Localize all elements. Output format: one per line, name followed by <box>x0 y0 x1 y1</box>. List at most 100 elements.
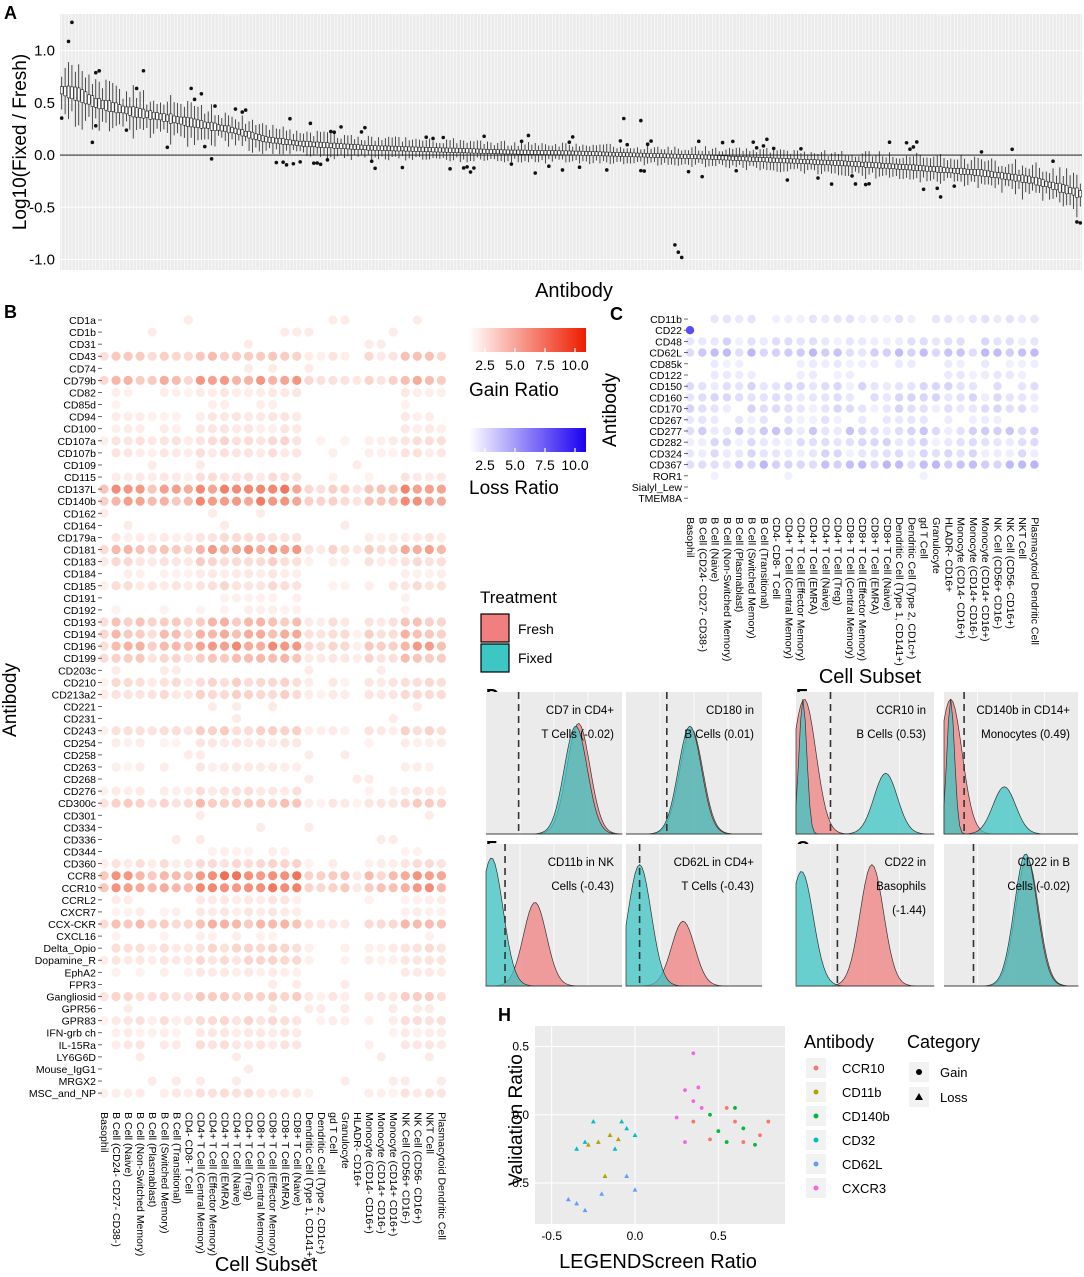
box-body <box>407 146 411 152</box>
heatmap-dot <box>376 557 386 567</box>
heatmap-dot <box>256 375 266 385</box>
heatmap-dot <box>207 738 218 748</box>
heatmap-dot <box>268 544 278 555</box>
heatmap-dot <box>400 605 410 615</box>
heatmap-dot <box>292 375 302 385</box>
heatmap-dot <box>292 726 302 736</box>
heatmap-dot <box>159 991 169 1002</box>
heatmap-dot <box>1030 426 1039 436</box>
scatter-point-gain <box>699 1106 704 1110</box>
heatmap-dot <box>207 641 218 651</box>
box-body <box>802 159 807 165</box>
box-body <box>1037 178 1042 186</box>
box-outlier <box>979 150 984 154</box>
heatmap-dot <box>195 569 205 579</box>
heatmap-dot <box>195 895 205 905</box>
heatmap-dot <box>207 617 218 627</box>
heatmap-dot <box>436 544 446 555</box>
heatmap-dot <box>135 726 145 736</box>
heatmap-dot <box>292 532 302 543</box>
heatmap-dot <box>685 348 695 357</box>
heatmap-dot <box>376 339 386 349</box>
heatmap-dot <box>231 424 242 434</box>
panel-b-row-labels: CD1aCD1bCD31CD43CD74CD79bCD82CD85dCD94CD… <box>29 315 102 1100</box>
heatmap-dot <box>135 484 145 494</box>
heatmap-dot <box>376 629 386 639</box>
box-outlier <box>482 134 486 139</box>
heatmap-dot <box>292 424 302 434</box>
box-body <box>1054 183 1059 191</box>
heatmap-dot <box>135 544 145 555</box>
heatmap-dot <box>388 943 398 953</box>
box-outlier <box>332 130 337 135</box>
heatmap-dot <box>268 375 278 385</box>
box-outlier <box>618 139 623 143</box>
row-label: CD164 <box>63 520 96 532</box>
heatmap-dot <box>747 415 756 424</box>
heatmap-dot <box>195 436 205 446</box>
box-body <box>850 161 854 167</box>
column-label: CD8+ T Cell (Effector Memory) <box>267 1112 279 1256</box>
heatmap-dot <box>759 438 768 447</box>
box-body <box>966 169 970 175</box>
heatmap-dot <box>882 337 891 346</box>
heatmap-dot <box>231 593 242 603</box>
heatmap-dot <box>304 943 314 953</box>
heatmap-dot <box>171 738 181 748</box>
heatmap-dot <box>183 991 193 1002</box>
heatmap-dot <box>956 426 965 436</box>
heatmap-dot <box>845 460 855 469</box>
heatmap-dot <box>207 532 218 543</box>
heatmap-dot <box>135 689 145 700</box>
heatmap-dot <box>870 438 879 447</box>
heatmap-dot <box>436 895 446 905</box>
heatmap-dot <box>147 1028 157 1038</box>
heatmap-dot <box>99 557 109 567</box>
box-body <box>755 156 759 162</box>
heatmap-dot <box>698 438 707 447</box>
heatmap-dot <box>364 557 374 567</box>
heatmap-dot <box>858 415 867 424</box>
row-label: CD192 <box>63 605 96 617</box>
panel-c-column-labels: Basophil B Cell (CD24- CD27- CD38-) B Cell… <box>684 517 1040 666</box>
scatter-point-gain <box>708 1137 712 1142</box>
box-body <box>70 86 74 99</box>
heatmap-dot <box>219 1088 230 1098</box>
loss-tick-label: 2.5 <box>475 457 495 473</box>
heatmap-dot <box>99 955 109 965</box>
heatmap-dot <box>231 569 242 579</box>
heatmap-dot <box>882 393 891 402</box>
heatmap-dot <box>304 665 314 675</box>
heatmap-dot <box>376 544 386 555</box>
box-body <box>877 162 881 169</box>
heatmap-dot <box>244 424 254 434</box>
box-outlier <box>59 116 64 120</box>
heatmap-dot <box>436 955 446 965</box>
heatmap-dot <box>123 955 133 965</box>
heatmap-dot <box>219 399 230 410</box>
row-label: GPR83 <box>62 1016 97 1028</box>
heatmap-dot <box>436 798 446 808</box>
heatmap-dot <box>436 641 446 651</box>
heatmap-dot <box>412 387 422 398</box>
heatmap-dot <box>376 351 386 361</box>
heatmap-dot <box>256 1028 266 1038</box>
heatmap-dot <box>268 895 278 905</box>
column-label: Monocyte (CD14+ CD16+) <box>387 1112 399 1236</box>
heatmap-dot <box>784 348 793 357</box>
heatmap-dot <box>123 484 133 494</box>
heatmap-dot <box>207 955 218 965</box>
box-body <box>1075 187 1079 198</box>
heatmap-dot <box>981 370 990 380</box>
scatter-point-loss <box>619 1118 625 1124</box>
heatmap-dot <box>99 508 109 518</box>
heatmap-dot <box>268 943 278 953</box>
heatmap-dot <box>256 1088 266 1098</box>
heatmap-dot <box>340 750 350 760</box>
heatmap-dot <box>183 1016 193 1026</box>
heatmap-dot <box>424 484 434 494</box>
heatmap-dot <box>304 883 314 893</box>
heatmap-dot <box>123 762 133 772</box>
column-label: Granulocyte <box>339 1112 351 1169</box>
row-label: GPR56 <box>62 1004 97 1016</box>
